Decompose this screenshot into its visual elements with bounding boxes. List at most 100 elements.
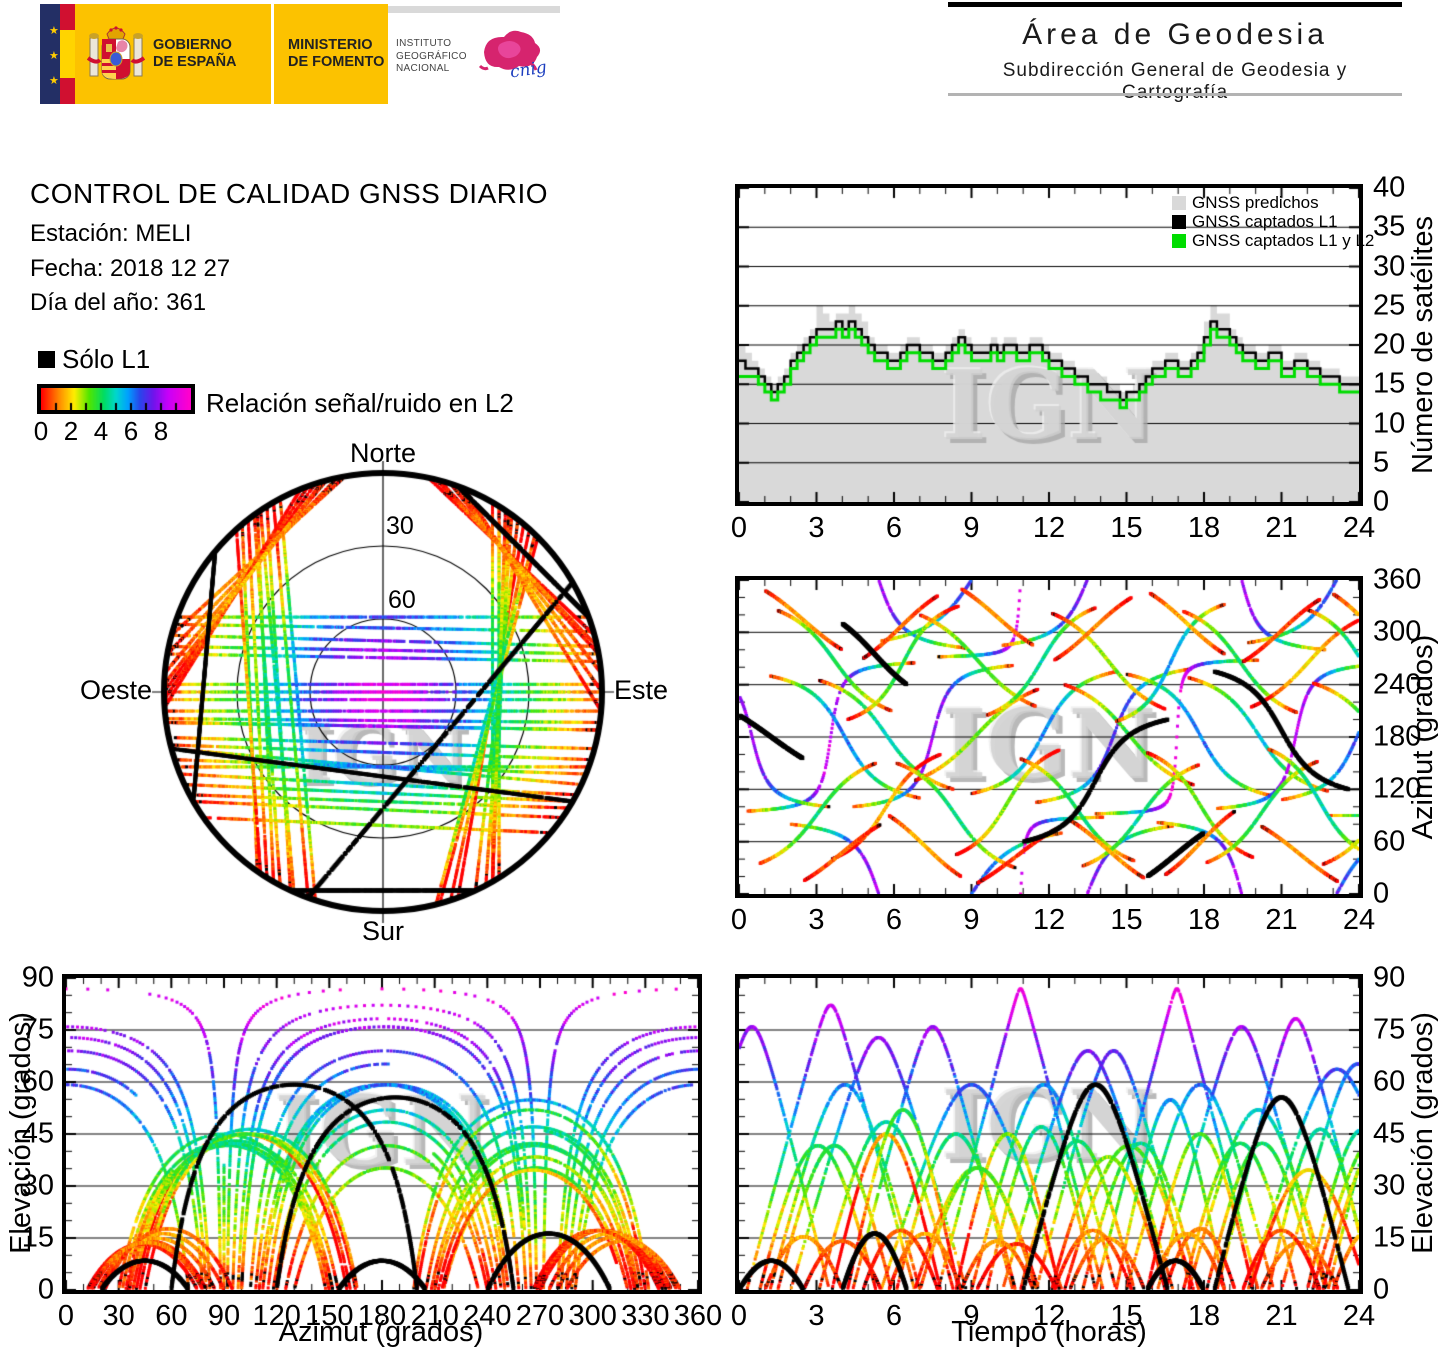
coat-of-arms-icon [87, 26, 145, 80]
x-tick-label: 3 [808, 904, 825, 936]
x-tick-label: 15 [1110, 512, 1143, 544]
elevation-time-y-axis-title: Elevación (grados) [1407, 1012, 1439, 1254]
y-tick-label: 75 [1373, 1013, 1406, 1046]
elevation-time-canvas [739, 978, 1359, 1290]
x-tick-label: 180 [357, 1300, 407, 1332]
solo-l1-legend: Sólo L1 [38, 344, 150, 375]
x-tick-label: 21 [1265, 904, 1298, 936]
x-tick-label: 15 [1110, 904, 1143, 936]
azimuth-time-canvas [739, 580, 1359, 894]
y-tick-label: 40 [1373, 171, 1406, 204]
x-tick-label: 0 [730, 1300, 748, 1332]
flag-red-band [60, 78, 75, 104]
compass-west-label: Oeste [79, 675, 152, 705]
y-tick-label: 15 [1373, 1221, 1406, 1254]
elevation-time-x-axis-title: Tiempo (horas) [951, 1316, 1147, 1348]
black-square-icon [1172, 214, 1186, 229]
legend-item-captados-l1l2: GNSS captados L1 y L2 [1172, 231, 1374, 250]
legend-item-captados-l1: GNSS captados L1 [1172, 212, 1374, 231]
x-tick-label: 12 [1032, 512, 1066, 544]
divider [948, 2, 1402, 7]
x-tick-label: 150 [305, 1300, 354, 1332]
gray-square-icon [1172, 195, 1186, 210]
x-tick-label: 21 [1265, 512, 1298, 544]
y-tick-label: 45 [1373, 1117, 1406, 1150]
x-tick-label: 0 [730, 512, 748, 544]
solo-l1-label: Sólo L1 [62, 344, 151, 374]
x-tick-label: 12 [1032, 1300, 1066, 1332]
x-tick-label: 60 [155, 1300, 188, 1332]
x-tick-label: 240 [463, 1300, 512, 1332]
colorbar-tick-label: 6 [123, 416, 139, 446]
star-icon: ★ [49, 25, 59, 37]
y-tick-label: 75 [21, 1013, 54, 1046]
area-subtitle: Subdirección General de Geodesia y Carto… [1002, 60, 1348, 103]
y-tick-label: 0 [37, 1273, 54, 1306]
legend-label: GNSS captados L1 [1192, 211, 1338, 231]
ign-box: INSTITUTO GEOGRÁFICO NACIONAL cnig [388, 4, 560, 104]
x-tick-label: 360 [673, 1300, 723, 1332]
legend-label: GNSS predichos [1192, 192, 1319, 212]
x-tick-label: 6 [885, 1300, 903, 1332]
count-y-axis-title: Número de satélites [1407, 216, 1439, 474]
x-tick-label: 6 [885, 904, 903, 936]
flag-yellow-band [60, 30, 75, 78]
x-tick-label: 24 [1342, 904, 1376, 936]
gobierno-label: GOBIERNO DE ESPAÑA [153, 37, 237, 70]
colorbar-label: Relación señal/ruido en L2 [206, 388, 514, 418]
x-tick-label: 6 [885, 512, 903, 544]
eu-flag-strip: ★ ★ ★ [40, 4, 60, 104]
y-tick-label: 300 [1373, 615, 1422, 648]
snr-colorbar [37, 384, 195, 414]
gray-strip [388, 6, 560, 13]
colorbar-tick-label: 4 [93, 416, 109, 446]
gobierno-box: GOBIERNO DE ESPAÑA [75, 4, 271, 104]
divider [948, 93, 1402, 96]
x-tick-label: 3 [808, 512, 825, 544]
x-tick-label: 3 [808, 1300, 825, 1332]
y-tick-label: 240 [1373, 668, 1422, 701]
x-tick-label: 120 [252, 1300, 301, 1332]
y-tick-label: 120 [1373, 772, 1422, 805]
satellite-count-canvas [739, 188, 1359, 502]
page-title: CONTROL DE CALIDAD GNSS DIARIO [30, 178, 549, 209]
y-tick-label: 60 [21, 1065, 54, 1098]
y-tick-label: 35 [1373, 210, 1406, 243]
y-tick-label: 45 [21, 1117, 54, 1150]
compass-south-label: Sur [361, 916, 405, 946]
y-tick-label: 30 [1373, 250, 1406, 282]
y-tick-label: 0 [1373, 1273, 1390, 1306]
x-tick-label: 12 [1032, 904, 1066, 936]
black-square-icon [38, 351, 55, 368]
x-tick-label: 9 [963, 512, 980, 544]
x-tick-label: 30 [102, 1300, 135, 1332]
x-tick-label: 9 [963, 1300, 980, 1332]
y-tick-label: 30 [1373, 1169, 1406, 1202]
skyplot-canvas [147, 456, 619, 928]
compass-east-label: Este [614, 675, 669, 705]
elevation-ring-30-label: 30 [386, 512, 414, 540]
area-title: Área de Geodesia [1022, 18, 1328, 51]
y-tick-label: 90 [21, 961, 54, 994]
x-tick-label: 0 [730, 904, 748, 936]
date-label: Fecha: 2018 12 27 [30, 255, 231, 282]
x-tick-label: 270 [515, 1300, 565, 1332]
y-tick-label: 15 [1373, 367, 1406, 400]
y-tick-label: 10 [1373, 407, 1406, 439]
area-header: Área de Geodesia Subdirección General de… [948, 0, 1402, 103]
x-tick-label: 330 [621, 1300, 670, 1332]
y-tick-label: 15 [21, 1221, 54, 1254]
y-tick-label: 25 [1373, 289, 1406, 322]
ministerio-label: MINISTERIO DE FOMENTO [288, 37, 385, 70]
x-tick-label: 210 [410, 1300, 459, 1332]
ign-label: INSTITUTO GEOGRÁFICO NACIONAL [396, 38, 467, 74]
green-square-icon [1172, 233, 1186, 248]
x-tick-label: 18 [1187, 1300, 1221, 1332]
spain-flag-strip [60, 4, 75, 104]
compass-north-label: Norte [349, 438, 417, 468]
x-tick-label: 15 [1110, 1300, 1143, 1332]
ministerio-box: MINISTERIO DE FOMENTO [274, 4, 388, 104]
x-tick-label: 0 [57, 1300, 75, 1332]
x-tick-label: 9 [963, 904, 980, 936]
